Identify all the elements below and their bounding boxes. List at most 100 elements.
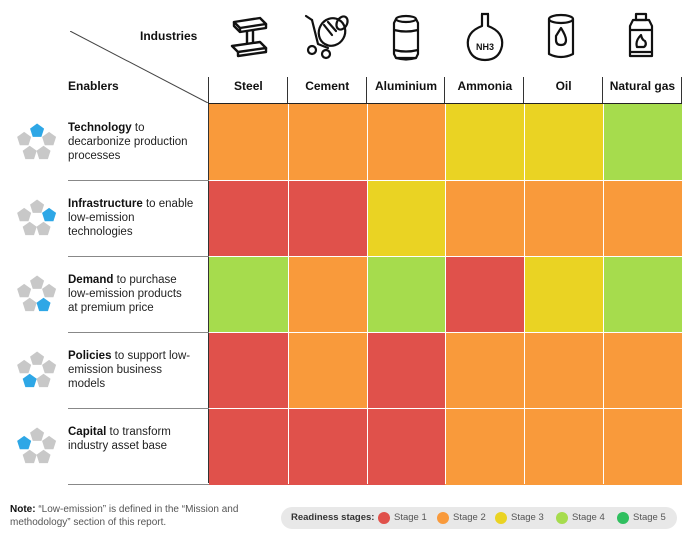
heatmap-cell xyxy=(287,408,368,485)
heatmap-cell xyxy=(366,256,446,333)
pentagon xyxy=(22,221,37,236)
heatmap-cell xyxy=(524,332,604,409)
heatmap-cell xyxy=(603,180,683,257)
heatmap-cell xyxy=(209,256,289,333)
heatmap-cell xyxy=(287,256,368,333)
heatmap-cell xyxy=(524,256,604,333)
pentagon xyxy=(36,145,51,160)
column-separator xyxy=(681,77,682,103)
pentagon xyxy=(30,199,45,213)
legend-label: Stage 2 xyxy=(453,512,486,523)
heatmap-cell xyxy=(209,408,289,485)
steel-beam-icon xyxy=(230,16,268,58)
highlighted-pentagon xyxy=(22,373,37,388)
column-label: Aluminium xyxy=(374,79,437,93)
row-rule xyxy=(68,180,209,181)
heatmap-cell xyxy=(445,104,525,181)
column-separator xyxy=(366,77,367,103)
heatmap-cell xyxy=(445,408,525,485)
enabler-pentagon-icon xyxy=(17,351,57,388)
column-label: Oil xyxy=(555,79,572,93)
pentagon xyxy=(22,297,37,312)
heatmap-cell xyxy=(445,256,525,333)
legend-label: Stage 3 xyxy=(511,512,544,523)
legend-swatch xyxy=(556,512,568,524)
pentagon xyxy=(30,275,45,289)
legend-title: Readiness stages: xyxy=(291,512,375,523)
aluminium-can-icon xyxy=(392,14,420,61)
column-separator xyxy=(287,77,288,103)
highlighted-pentagon xyxy=(42,207,57,222)
enabler-label: Policies to support low-emission busines… xyxy=(68,349,194,391)
column-separator xyxy=(444,77,445,103)
column-separator xyxy=(208,77,209,483)
grid-separator xyxy=(367,104,368,484)
row-rule xyxy=(68,332,209,333)
footnote-text: “Low-emission” is defined in the “Missio… xyxy=(10,504,239,528)
enabler-description: to support low-emission business models xyxy=(68,350,191,390)
enabler-description: to transform industry asset base xyxy=(68,426,171,452)
heatmap-cell xyxy=(287,104,368,181)
heatmap-cell xyxy=(524,180,604,257)
enabler-title: Infrastructure xyxy=(68,198,143,210)
highlighted-pentagon xyxy=(17,435,32,450)
grid-separator xyxy=(209,332,682,333)
legend-label: Stage 4 xyxy=(572,512,605,523)
row-rule xyxy=(68,256,209,257)
header-diagonal-divider xyxy=(70,31,208,103)
pentagon xyxy=(17,207,32,222)
pentagon xyxy=(17,131,32,146)
heatmap-cell xyxy=(603,408,683,485)
gas-cylinder-icon xyxy=(628,12,654,58)
heatmap-cell xyxy=(445,332,525,409)
grid-separator xyxy=(288,104,289,484)
enabler-label: Demand to purchase low-emission products… xyxy=(68,273,194,315)
grid-separator xyxy=(209,256,682,257)
enabler-pentagon-icon xyxy=(17,123,57,160)
column-separator xyxy=(523,77,524,103)
heatmap-cell xyxy=(603,332,683,409)
highlighted-pentagon xyxy=(36,297,51,312)
industries-header: Industries xyxy=(140,29,198,43)
enablers-header: Enablers xyxy=(68,79,119,93)
pentagon xyxy=(42,359,57,374)
enabler-label: Technology to decarbonize production pro… xyxy=(68,121,194,163)
heatmap-cell xyxy=(445,180,525,257)
heatmap-cell xyxy=(603,256,683,333)
footnote: Note: “Low-emission” is defined in the “… xyxy=(10,503,260,529)
column-separator xyxy=(602,77,603,103)
legend-swatch xyxy=(378,512,390,524)
pentagon xyxy=(36,373,51,388)
column-label: Steel xyxy=(234,79,263,93)
pentagon xyxy=(42,435,57,450)
heatmap-cell xyxy=(287,180,368,257)
footnote-label: Note: xyxy=(10,504,36,515)
pentagon xyxy=(22,449,37,464)
enabler-description: to decarbonize production processes xyxy=(68,122,188,162)
pentagon xyxy=(42,131,57,146)
highlighted-pentagon xyxy=(30,123,45,137)
pentagon xyxy=(42,283,57,298)
legend-swatch xyxy=(495,512,507,524)
enabler-pentagon-icon xyxy=(17,427,57,464)
column-label: Cement xyxy=(305,79,350,93)
row-rule xyxy=(68,484,209,485)
enabler-description: to purchase low-emission products at pre… xyxy=(68,274,182,314)
enabler-description: to enable low-emission technologies xyxy=(68,198,194,238)
grid-separator xyxy=(209,180,682,181)
legend-swatch xyxy=(437,512,449,524)
heatmap-cell xyxy=(366,180,446,257)
ammonia-flask-icon: NH3 xyxy=(466,12,504,62)
heatmap-cell xyxy=(287,332,368,409)
enabler-title: Technology xyxy=(68,122,132,134)
pentagon xyxy=(30,427,45,441)
row-rule xyxy=(68,408,209,409)
heatmap-cell xyxy=(366,104,446,181)
pentagon xyxy=(36,221,51,236)
header-bottom-rule xyxy=(208,103,682,104)
heatmap-cell xyxy=(524,408,604,485)
legend-swatch xyxy=(617,512,629,524)
heatmap-cell xyxy=(209,180,289,257)
cement-mixer-icon xyxy=(304,14,349,60)
pentagon xyxy=(17,283,32,298)
